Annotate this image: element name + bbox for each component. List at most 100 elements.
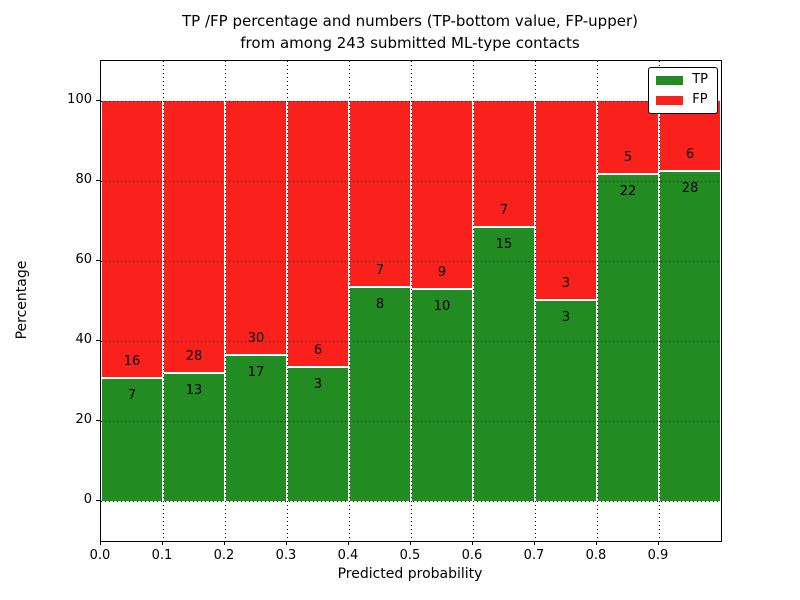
x-tick-label: 0.1 bbox=[151, 548, 173, 563]
y-tick-label: 0 bbox=[83, 492, 92, 507]
x-tick-mark bbox=[348, 541, 349, 545]
tp-bar-segment bbox=[473, 228, 535, 501]
fp-bar-segment bbox=[225, 101, 287, 357]
horizontal-gridline bbox=[101, 181, 721, 182]
tp-count-label: 22 bbox=[619, 184, 637, 200]
x-tick-mark bbox=[286, 541, 287, 545]
tp-count-label: 15 bbox=[495, 237, 513, 253]
tp-count-label: 17 bbox=[247, 365, 265, 381]
fp-count-label: 6 bbox=[685, 146, 695, 162]
fp-count-label: 5 bbox=[623, 150, 633, 166]
legend-label-tp: TP bbox=[692, 72, 708, 87]
vertical-gridline bbox=[162, 61, 164, 541]
tp-count-label: 8 bbox=[375, 296, 385, 312]
fp-color-swatch bbox=[656, 95, 684, 105]
x-tick-mark bbox=[410, 541, 411, 545]
plot-area: 16 7 28 13 30 17 6 3 7 8 9 10 7 15 3 3 5 22 6 28 TP FP bbox=[100, 60, 722, 542]
vertical-gridline bbox=[224, 61, 226, 541]
x-tick-mark bbox=[658, 541, 659, 545]
y-tick-label: 20 bbox=[75, 412, 92, 427]
fp-bar-segment bbox=[163, 101, 225, 375]
legend-label-fp: FP bbox=[692, 92, 708, 107]
x-tick-mark bbox=[534, 541, 535, 545]
tp-count-label: 3 bbox=[313, 376, 323, 392]
fp-count-label: 3 bbox=[561, 276, 571, 291]
bar-stack-0.3 bbox=[287, 61, 349, 541]
fp-count-label: 7 bbox=[499, 203, 509, 219]
x-tick-label: 0.2 bbox=[213, 548, 235, 563]
tp-bar-segment bbox=[163, 374, 225, 501]
bar-stack-0.5 bbox=[411, 61, 473, 541]
legend: TP FP bbox=[648, 67, 718, 114]
x-tick-label: 0.9 bbox=[647, 548, 669, 563]
fp-count-label: 30 bbox=[247, 331, 265, 347]
horizontal-gridline bbox=[101, 261, 721, 262]
x-tick-mark bbox=[162, 541, 163, 545]
bar-stack-0.1 bbox=[163, 61, 225, 541]
fp-count-label: 7 bbox=[375, 262, 385, 278]
x-tick-mark bbox=[596, 541, 597, 545]
legend-entry-tp: TP bbox=[656, 73, 708, 87]
fp-bar-segment bbox=[349, 101, 411, 288]
chart-title-line1: TP /FP percentage and numbers (TP-bottom… bbox=[182, 12, 638, 30]
fp-bar-segment bbox=[411, 101, 473, 291]
horizontal-gridline bbox=[101, 101, 721, 102]
x-tick-label: 0.8 bbox=[585, 548, 607, 563]
legend-entry-fp: FP bbox=[656, 93, 708, 107]
vertical-gridline bbox=[596, 61, 598, 541]
fp-bar-segment bbox=[473, 101, 535, 229]
x-tick-label: 0.0 bbox=[89, 548, 111, 563]
bar-stack-0.8 bbox=[597, 61, 659, 541]
x-tick-mark bbox=[224, 541, 225, 545]
x-tick-label: 0.4 bbox=[337, 548, 359, 563]
vertical-gridline bbox=[658, 61, 660, 541]
horizontal-gridline bbox=[101, 501, 721, 502]
bar-stack-0.2 bbox=[225, 61, 287, 541]
fp-count-label: 9 bbox=[437, 265, 447, 281]
tp-bar-segment bbox=[349, 287, 411, 501]
tp-count-label: 28 bbox=[681, 180, 699, 196]
tp-count-label: 13 bbox=[185, 383, 203, 399]
horizontal-gridline bbox=[101, 341, 721, 342]
fp-count-label: 16 bbox=[123, 354, 141, 370]
x-axis-label: Predicted probability bbox=[337, 566, 483, 582]
tp-bar-segment bbox=[535, 301, 597, 501]
chart-title-line2: from among 243 submitted ML-type contact… bbox=[240, 34, 580, 52]
vertical-gridline bbox=[410, 61, 412, 541]
tp-count-label: 10 bbox=[433, 299, 451, 315]
x-tick-mark bbox=[100, 541, 101, 545]
tp-bar-segment bbox=[597, 175, 659, 501]
fp-bar-segment bbox=[101, 101, 163, 380]
tp-bar-segment bbox=[659, 171, 721, 501]
tp-color-swatch bbox=[656, 75, 684, 85]
vertical-gridline bbox=[472, 61, 474, 541]
fp-bar-segment bbox=[287, 101, 349, 368]
y-tick-mark bbox=[96, 420, 100, 421]
tp-bar-segment bbox=[225, 356, 287, 501]
bar-stack-0.9 bbox=[659, 61, 721, 541]
tp-bar-segment bbox=[411, 290, 473, 501]
bar-stack-0.6 bbox=[473, 61, 535, 541]
y-tick-label: 80 bbox=[75, 172, 92, 187]
fp-bar-segment bbox=[535, 101, 597, 301]
y-tick-mark bbox=[96, 180, 100, 181]
y-tick-label: 100 bbox=[67, 92, 92, 107]
y-axis-label: Percentage bbox=[14, 260, 30, 340]
fp-count-label: 6 bbox=[313, 342, 323, 358]
y-tick-mark bbox=[96, 100, 100, 101]
tp-bar-segment bbox=[101, 379, 163, 501]
x-tick-mark bbox=[472, 541, 473, 545]
y-tick-mark bbox=[96, 260, 100, 261]
fp-count-label: 28 bbox=[185, 349, 203, 365]
tp-count-label: 7 bbox=[127, 388, 137, 404]
x-tick-label: 0.3 bbox=[275, 548, 297, 563]
x-tick-label: 0.7 bbox=[523, 548, 545, 563]
tp-count-label: 3 bbox=[561, 310, 571, 325]
vertical-gridline bbox=[286, 61, 288, 541]
vertical-gridline bbox=[534, 61, 536, 541]
bar-stack-0.7 bbox=[535, 61, 597, 541]
y-tick-label: 60 bbox=[75, 252, 92, 267]
y-tick-mark bbox=[96, 500, 100, 501]
y-tick-label: 40 bbox=[75, 332, 92, 347]
